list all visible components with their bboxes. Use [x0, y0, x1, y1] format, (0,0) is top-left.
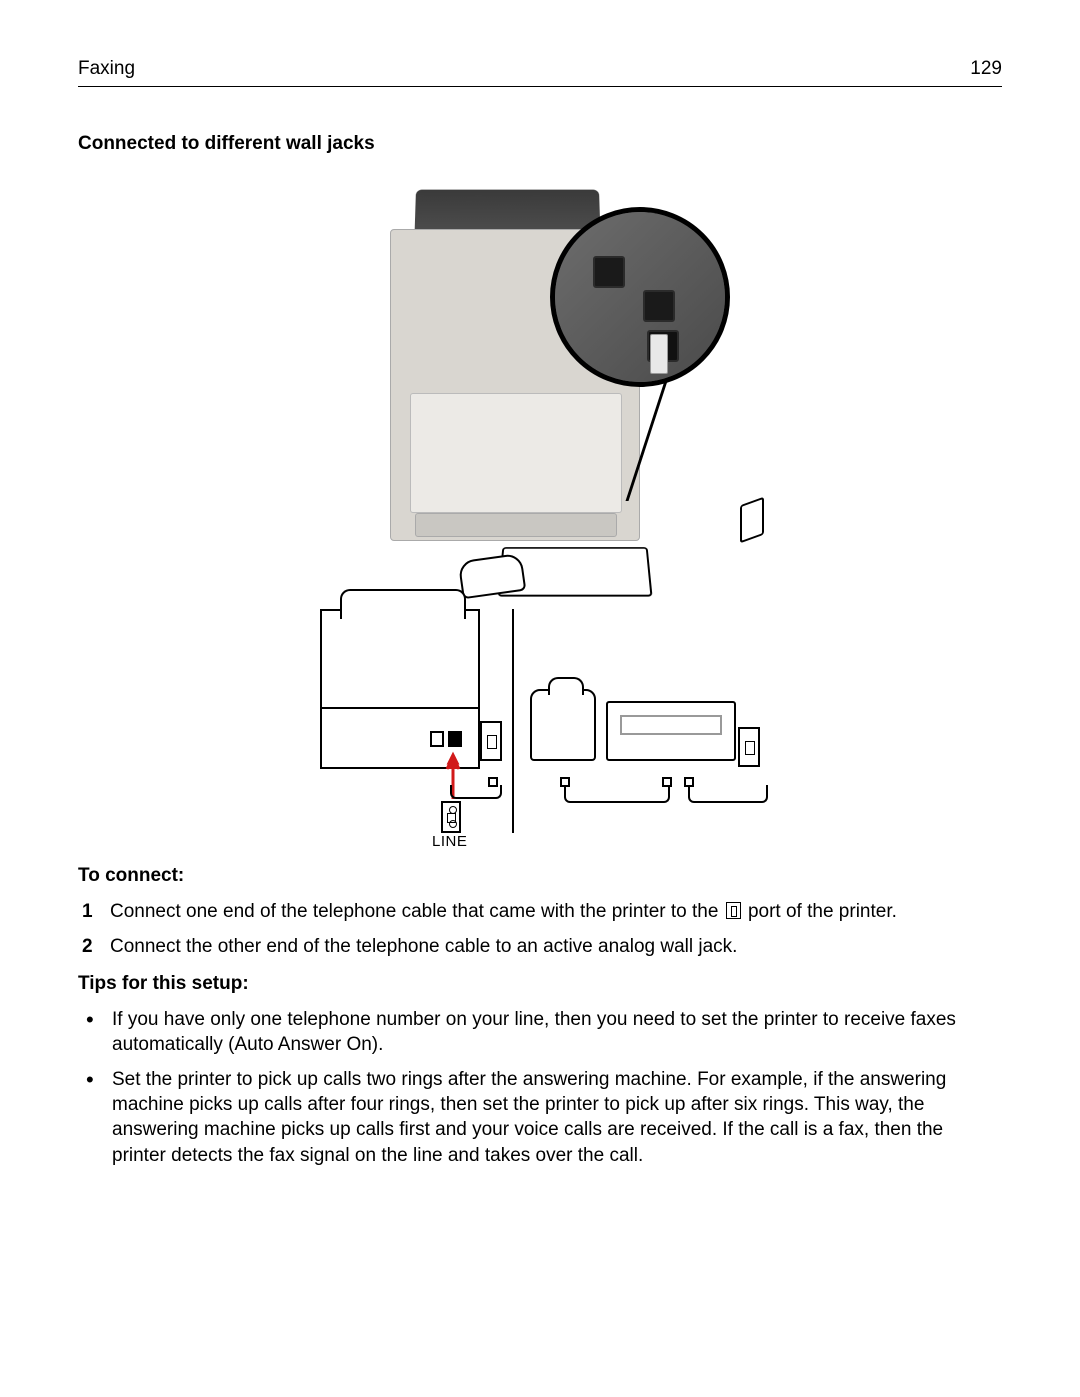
- printer-outline-icon: [320, 609, 480, 769]
- heading-connected: Connected to different wall jacks: [78, 133, 1002, 155]
- zoom-circle-icon: [550, 207, 730, 387]
- page-number: 129: [970, 58, 1002, 80]
- diagram-separator: [512, 609, 514, 833]
- document-page: Faxing 129 Connected to different wall j…: [0, 0, 1080, 1168]
- tip-item: Set the printer to pick up calls two rin…: [106, 1067, 1002, 1167]
- header-rule: [78, 86, 1002, 87]
- ext-port-outline-icon: [430, 731, 444, 747]
- wall-jack-icon: [740, 497, 764, 544]
- heading-tips: Tips for this setup:: [78, 973, 1002, 995]
- ethernet-port-icon: [593, 256, 625, 288]
- step-number: 1: [82, 899, 93, 924]
- cable-wire-icon: [450, 785, 502, 799]
- printer-base-icon: [415, 513, 617, 537]
- wall-jack-outline-icon: [480, 721, 502, 761]
- step-text: Connect one end of the telephone cable t…: [110, 901, 724, 922]
- tips-list: If you have only one telephone number on…: [78, 1007, 1002, 1167]
- printer-ports-icon: [430, 731, 462, 747]
- step-1: 1 Connect one end of the telephone cable…: [106, 899, 1002, 924]
- connection-illustration: LINE: [320, 171, 760, 851]
- wall-jack-outline-right-icon: [738, 727, 760, 767]
- line-port-inline-icon: [726, 902, 741, 919]
- page-header: Faxing 129: [78, 58, 1002, 80]
- answering-machine-outline-icon: [606, 701, 736, 761]
- line-port-filled-icon: [448, 731, 462, 747]
- phone-and-machine-diagram: [524, 609, 760, 851]
- zoom-backplate-icon: [555, 212, 725, 382]
- heading-to-connect: To connect:: [78, 865, 1002, 887]
- line-wall-socket-icon: [441, 801, 461, 833]
- phone-outline-icon: [530, 689, 596, 761]
- tip-item: If you have only one telephone number on…: [106, 1007, 1002, 1057]
- phone-cable-plug-icon: [650, 334, 668, 374]
- step-text-after: port of the printer.: [743, 901, 897, 922]
- step-number: 2: [82, 934, 93, 959]
- figure-container: LINE: [78, 171, 1002, 851]
- phone-to-machine-wire-icon: [564, 785, 670, 803]
- section-title: Faxing: [78, 58, 135, 80]
- ext-port-icon: [643, 290, 675, 322]
- connect-steps-list: 1 Connect one end of the telephone cable…: [78, 899, 1002, 959]
- printer-to-wall-diagram: LINE: [320, 609, 502, 851]
- printer-with-zoom-illustration: [360, 171, 720, 601]
- schematic-diagrams: LINE: [320, 609, 760, 851]
- step-text: Connect the other end of the telephone c…: [110, 936, 737, 957]
- step-2: 2 Connect the other end of the telephone…: [106, 934, 1002, 959]
- machine-to-wall-wire-icon: [688, 785, 768, 803]
- line-label: LINE: [432, 833, 467, 850]
